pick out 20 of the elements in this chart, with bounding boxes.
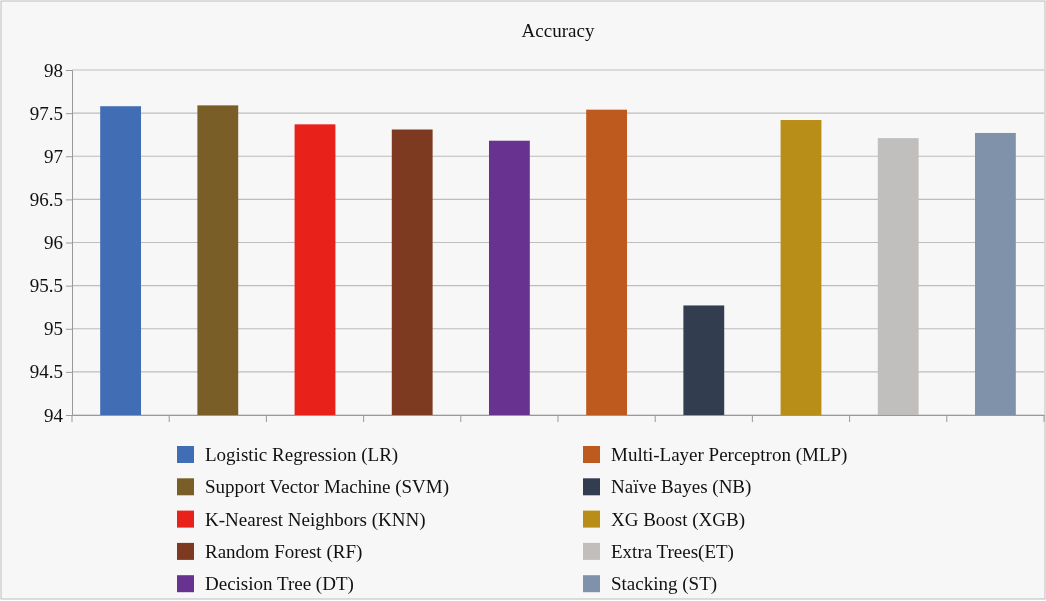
- legend-label: Decision Tree (DT): [205, 573, 354, 596]
- y-tick-label: 94: [44, 404, 64, 426]
- y-tick-label: 95.5: [29, 275, 63, 297]
- legend-label: K-Nearest Neighbors (KNN): [205, 508, 426, 531]
- legend-label: Logistic Regression (LR): [205, 444, 399, 466]
- chart-title: Accuracy: [521, 20, 595, 41]
- legend-label: Extra Trees(ET): [611, 540, 734, 563]
- y-tick-label: 94.5: [29, 361, 63, 383]
- y-tick-label: 96: [44, 232, 63, 254]
- y-tick-label: 98: [44, 59, 63, 81]
- legend-label: Naïve Bayes (NB): [611, 476, 752, 499]
- legend-label: Support Vector Machine (SVM): [205, 476, 449, 499]
- y-tick-label: 95: [44, 318, 63, 340]
- y-tick-label: 97.5: [29, 102, 63, 124]
- y-tick-label: 97: [44, 145, 63, 167]
- legend-label: Random Forest (RF): [205, 540, 363, 563]
- y-tick-label: 96.5: [29, 188, 63, 210]
- legend-label: XG Boost (XGB): [611, 508, 746, 531]
- legend-label: Multi-Layer Perceptron (MLP): [611, 444, 848, 466]
- legend-label: Stacking (ST): [611, 573, 718, 596]
